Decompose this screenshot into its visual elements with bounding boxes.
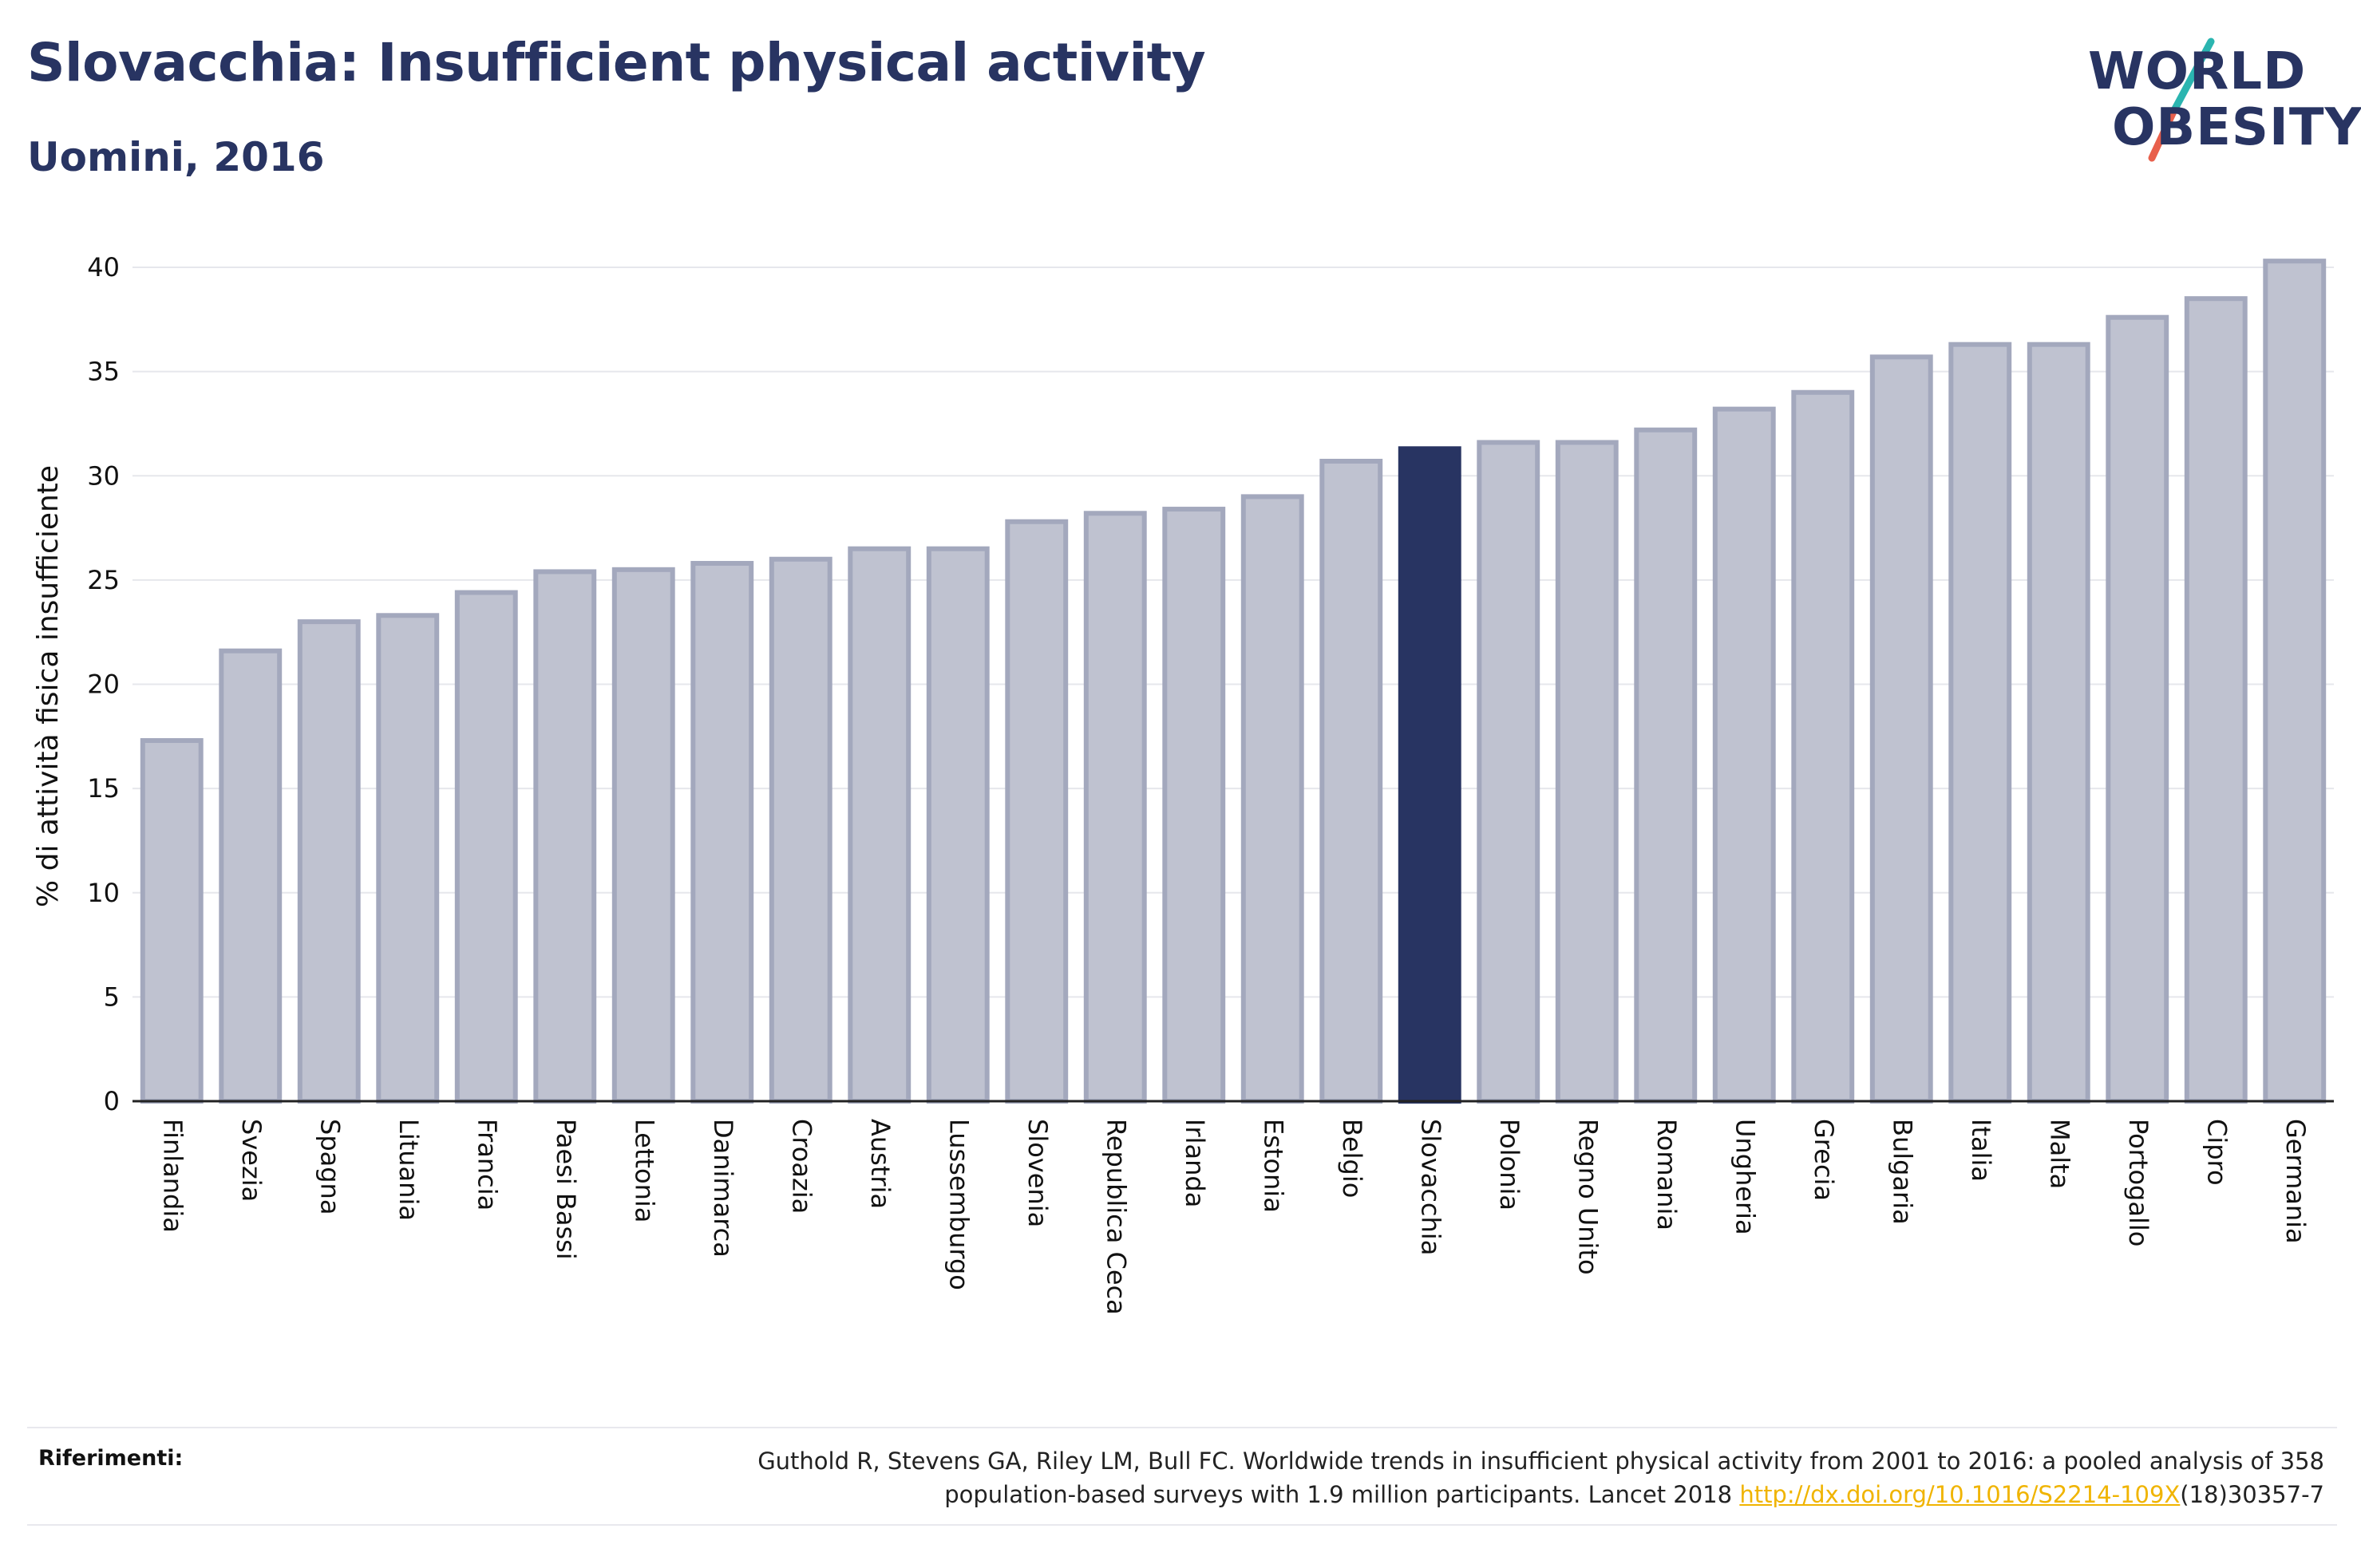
bar-danimarca (690, 560, 754, 1104)
page-title: Slovacchia: Insufficient physical activi… (27, 32, 1206, 93)
page-subtitle: Uomini, 2016 (27, 134, 325, 180)
bar-lituania (376, 613, 440, 1104)
references-divider-bottom (27, 1524, 2337, 1526)
bars (140, 259, 2327, 1104)
x-tick-label: Malta (2044, 1119, 2074, 1189)
bar-spagna (297, 619, 361, 1104)
x-tick-label: Germania (2280, 1119, 2311, 1244)
x-tick-label: Ungheria (1730, 1119, 1760, 1235)
bar-estonia (1240, 494, 1304, 1104)
references-line-2: population-based surveys with 1.9 millio… (488, 1478, 2324, 1511)
x-tick-label: Republica Ceca (1101, 1119, 1131, 1315)
references-text: Guthold R, Stevens GA, Riley LM, Bull FC… (488, 1444, 2324, 1511)
bar-francia (454, 590, 518, 1104)
x-tick-label: Lettonia (629, 1119, 659, 1222)
x-tick-label: Lituania (394, 1119, 424, 1221)
bar-ungheria (1712, 406, 1776, 1104)
bar-polonia (1477, 440, 1540, 1104)
x-tick-label: Italia (1966, 1119, 1996, 1182)
references-line-1: Guthold R, Stevens GA, Riley LM, Bull FC… (757, 1448, 2324, 1475)
x-tick-label: Polonia (1494, 1119, 1525, 1211)
bar-cipro (2184, 296, 2248, 1104)
x-tick-label: Grecia (1809, 1119, 1839, 1201)
bar-svezia (219, 648, 283, 1104)
x-tick-label: Finlandia (157, 1119, 188, 1233)
x-tick-label: Francia (472, 1119, 502, 1211)
bar-italia (1948, 342, 2012, 1104)
world-obesity-logo: WORLD OBESITY (2075, 32, 2361, 168)
x-tick-label: Romania (1651, 1119, 1682, 1230)
x-tick-label: Svezia (236, 1119, 267, 1202)
x-tick-label: Austria (865, 1119, 896, 1209)
bar-slovacchia (1398, 446, 1461, 1104)
bar-portogallo (2106, 314, 2169, 1104)
y-tick-label: 0 (104, 1086, 120, 1116)
x-tick-label: Bulgaria (1887, 1119, 1917, 1225)
y-tick-label: 30 (87, 460, 120, 491)
bar-republica-ceca (1083, 511, 1147, 1104)
bar-slovenia (1005, 519, 1069, 1104)
y-tick-label: 20 (87, 669, 120, 700)
bar-lussemburgo (926, 546, 990, 1104)
x-tick-label: Slovacchia (1415, 1119, 1445, 1255)
x-tick-label: Danimarca (708, 1119, 738, 1258)
bar-germania (2263, 259, 2327, 1104)
references-line-2-text: population-based surveys with 1.9 millio… (944, 1481, 1740, 1508)
y-tick-label: 5 (104, 981, 120, 1012)
references-label: Riferimenti: (38, 1446, 184, 1471)
y-tick-label: 25 (87, 565, 120, 595)
bar-grecia (1791, 389, 1855, 1104)
x-tick-label: Lussemburgo (943, 1119, 974, 1290)
x-tick-label: Croazia (786, 1119, 817, 1214)
bar-bulgaria (1869, 354, 1933, 1104)
bar-croazia (769, 556, 832, 1104)
bar-irlanda (1162, 507, 1226, 1104)
references-line-2-suffix: (18)30357-7 (2180, 1481, 2324, 1508)
logo-text-obesity: OBESITY (2112, 98, 2361, 157)
references-doi-link[interactable]: http://dx.doi.org/10.1016/S2214-109X (1739, 1481, 2181, 1508)
logo-text-world: WORLD (2088, 42, 2307, 101)
bar-romania (1634, 427, 1698, 1104)
y-tick-label: 15 (87, 773, 120, 804)
bar-austria (848, 546, 912, 1104)
bar-belgio (1319, 458, 1383, 1104)
y-tick-label: 10 (87, 878, 120, 908)
bar-malta (2027, 342, 2090, 1104)
logo-slash-icon (2148, 38, 2215, 162)
bar-paesi-bassi (533, 569, 597, 1104)
bar-chart: 0 5 10 15 20 25 30 35 40 Finlandia Svezia Spagna Li… (32, 252, 2334, 1315)
x-tick-label: Spagna (314, 1119, 345, 1215)
bar-finlandia (140, 738, 204, 1104)
bar-lettonia (611, 567, 675, 1104)
y-tick-label: 35 (87, 357, 120, 387)
y-axis-ticks: 0 5 10 15 20 25 30 35 40 (87, 252, 120, 1116)
x-tick-label: Regno Unito (1572, 1119, 1603, 1275)
x-axis-labels: Finlandia Svezia Spagna Lituania Francia Paes… (157, 1119, 2311, 1315)
x-tick-label: Paesi Bassi (551, 1119, 581, 1260)
references-divider-top (27, 1427, 2337, 1428)
x-tick-label: Irlanda (1180, 1119, 1210, 1207)
y-axis-label: % di attività fisica insufficiente (32, 465, 65, 907)
bar-regno-unito (1555, 440, 1619, 1104)
x-tick-label: Portogallo (2123, 1119, 2153, 1246)
x-tick-label: Estonia (1258, 1119, 1288, 1213)
x-tick-label: Slovenia (1022, 1119, 1053, 1227)
x-tick-label: Belgio (1337, 1119, 1367, 1198)
y-tick-label: 40 (87, 252, 120, 282)
x-tick-label: Cipro (2201, 1119, 2232, 1186)
